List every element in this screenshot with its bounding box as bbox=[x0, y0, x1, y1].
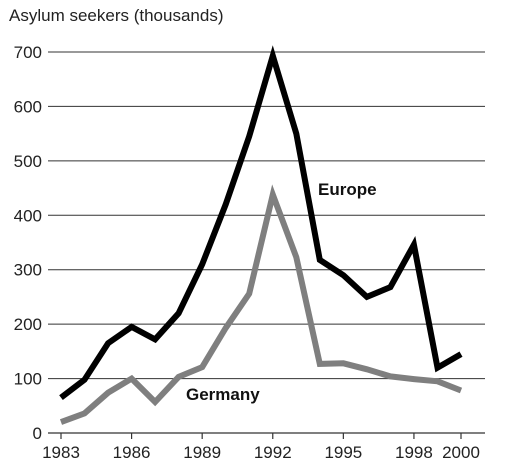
y-tick-label: 200 bbox=[14, 315, 42, 334]
x-tick-label: 1983 bbox=[42, 443, 80, 462]
series-label-europe: Europe bbox=[318, 180, 377, 199]
y-tick-label: 500 bbox=[14, 152, 42, 171]
series-labels: Europe Germany bbox=[186, 180, 377, 404]
y-tick-label: 600 bbox=[14, 97, 42, 116]
y-tick-label: 700 bbox=[14, 43, 42, 62]
y-tick-labels: 0 100 200 300 400 500 600 700 bbox=[14, 43, 42, 443]
x-axis bbox=[48, 432, 485, 439]
x-tick-label: 1989 bbox=[183, 443, 221, 462]
x-tick-label: 1992 bbox=[254, 443, 292, 462]
y-axis-title: Asylum seekers (thousands) bbox=[9, 6, 224, 25]
x-tick-label: 1998 bbox=[395, 443, 433, 462]
x-tick-label: 2000 bbox=[442, 443, 480, 462]
x-tick-label: 1986 bbox=[113, 443, 151, 462]
series-label-germany: Germany bbox=[186, 385, 260, 404]
series-line-europe bbox=[59, 45, 463, 400]
y-tick-label: 100 bbox=[14, 370, 42, 389]
y-tick-label: 300 bbox=[14, 261, 42, 280]
x-tick-labels: 1983 1986 1989 1992 1995 1998 2000 bbox=[42, 443, 480, 462]
y-tick-label: 400 bbox=[14, 206, 42, 225]
series-line-germany bbox=[59, 184, 463, 425]
series-lines bbox=[59, 45, 463, 425]
x-tick-label: 1995 bbox=[324, 443, 362, 462]
y-tick-label: 0 bbox=[33, 424, 42, 443]
